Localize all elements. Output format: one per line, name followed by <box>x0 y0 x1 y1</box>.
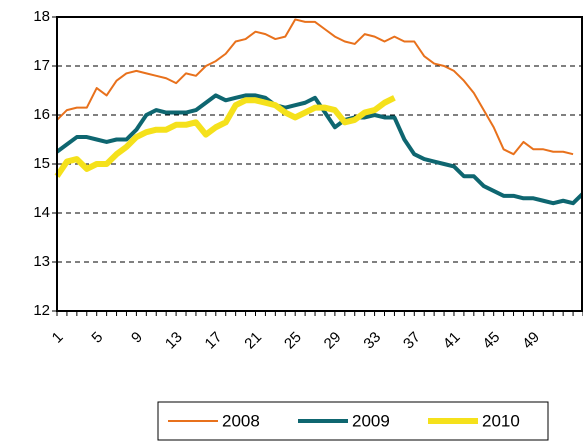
x-tick-label: 5 <box>88 329 106 347</box>
series-line <box>56 18 574 156</box>
x-tick-label: 49 <box>519 329 543 353</box>
x-tick-label: 25 <box>281 329 305 353</box>
y-tick-label: 14 <box>33 204 50 221</box>
x-tick-label: 33 <box>360 329 384 353</box>
x-tick-label: 17 <box>202 329 226 353</box>
y-tick-label: 16 <box>33 106 50 123</box>
x-tick-label: 9 <box>128 329 146 347</box>
legend-label: 2010 <box>482 411 520 430</box>
x-tick-label: 41 <box>440 329 464 353</box>
x-tick-label: 29 <box>321 329 345 353</box>
y-tick-label: 12 <box>33 302 50 319</box>
x-tick-label: 1 <box>49 329 67 347</box>
x-tick-label: 37 <box>400 329 424 353</box>
lines <box>54 18 583 206</box>
x-tick-label: 13 <box>162 329 186 353</box>
x-tick-label: 21 <box>241 329 265 353</box>
y-tick-label: 13 <box>33 253 50 270</box>
legend <box>157 401 549 441</box>
legend-label: 2009 <box>352 411 390 430</box>
grid <box>52 16 583 316</box>
plot-frame <box>56 16 583 312</box>
series-line <box>54 95 396 178</box>
x-tick-label: 45 <box>479 329 503 353</box>
y-tick-label: 15 <box>33 155 50 172</box>
y-tick-label: 17 <box>33 57 50 74</box>
legend-label: 2008 <box>222 411 260 430</box>
legend-items: 2008 2009 2010 <box>168 411 520 430</box>
y-tick-label: 18 <box>33 8 50 25</box>
